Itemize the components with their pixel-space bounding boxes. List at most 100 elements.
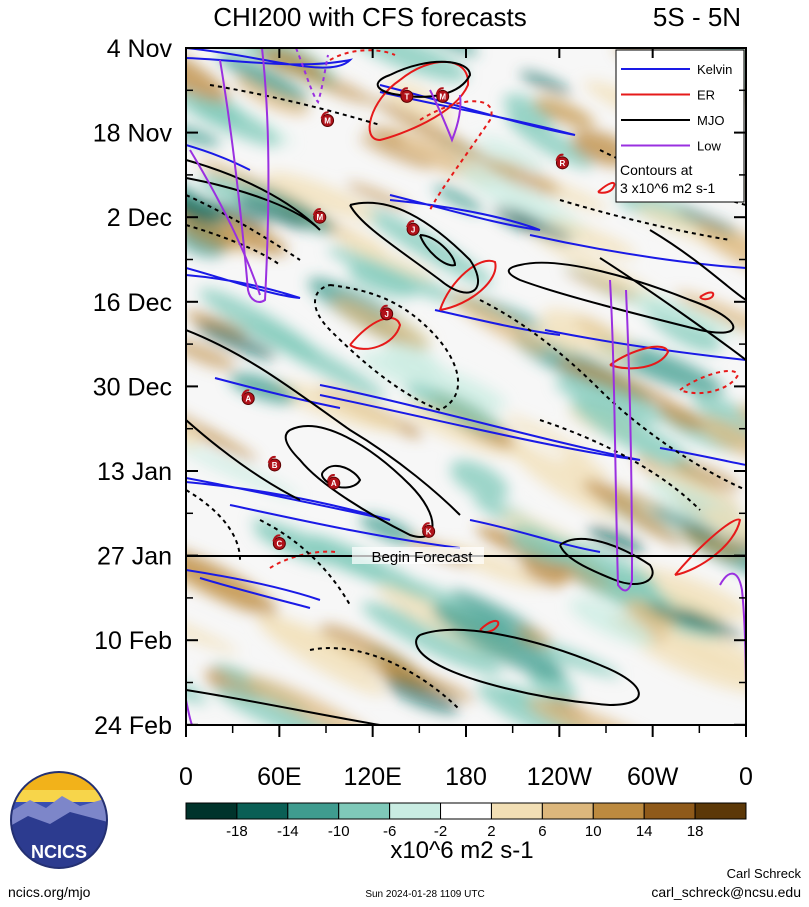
anomaly-blob-strong xyxy=(672,459,740,492)
colorbar-tick-label: -18 xyxy=(226,823,248,840)
colorbar-swatch xyxy=(389,802,442,820)
anomaly-blob xyxy=(569,598,655,646)
contour-path xyxy=(319,384,641,461)
anomaly-blob xyxy=(229,372,297,404)
contour-path xyxy=(559,537,654,585)
y-tick-label: 30 Dec xyxy=(93,373,172,401)
contour-path xyxy=(419,100,493,211)
legend-item: ER xyxy=(621,88,715,103)
legend-item: Low xyxy=(621,139,721,154)
contour-path xyxy=(674,518,742,576)
anomaly-blob-strong xyxy=(384,677,459,714)
y-tick-label: 18 Nov xyxy=(93,120,173,148)
contour-path xyxy=(186,224,281,266)
storm-marker-label: M xyxy=(316,213,323,222)
storm-marker: A xyxy=(241,389,255,405)
anomaly-blob-strong xyxy=(588,479,670,514)
storm-marker-label: B xyxy=(272,461,278,470)
storm-marker: M xyxy=(320,111,335,128)
anomaly-blob xyxy=(332,298,426,352)
colorbar-swatch xyxy=(440,802,492,820)
anomaly-blob xyxy=(213,686,350,725)
x-tick-label: 0 xyxy=(179,763,193,791)
contour-path xyxy=(434,309,561,336)
colorbar-tick-label: 18 xyxy=(687,823,704,840)
ncics-logo: NCICS xyxy=(10,771,108,869)
anomaly-blob xyxy=(541,538,658,593)
contour-path xyxy=(186,267,301,299)
anomaly-blob xyxy=(205,667,267,700)
contour-path xyxy=(544,329,746,361)
contour-path xyxy=(699,291,715,301)
contour-path xyxy=(389,194,541,231)
colorbar-swatch xyxy=(185,802,238,820)
anomaly-blob-strong xyxy=(650,508,720,538)
legend-item: Kelvin xyxy=(621,62,732,77)
contour-path xyxy=(186,48,354,69)
legend-item: MJO xyxy=(621,113,724,128)
anomaly-blob xyxy=(383,342,441,378)
storm-marker-label: A xyxy=(245,394,251,403)
contour-path xyxy=(439,259,497,311)
colorbar-swatch xyxy=(694,802,747,820)
anomaly-blob xyxy=(628,566,746,621)
contour-path xyxy=(599,257,746,361)
y-tick-label: 27 Jan xyxy=(97,543,172,571)
legend-box: Kelvin ER MJO Low Contours at 3 x10^6 m2 s-1 xyxy=(615,49,745,203)
footer-url: ncics.org/mjo xyxy=(8,884,91,900)
contour-path xyxy=(679,370,740,395)
contour-path xyxy=(429,89,462,143)
legend-note-line1: Contours at xyxy=(620,162,692,178)
contour-path xyxy=(295,48,329,104)
logo-text: NCICS xyxy=(31,842,87,862)
anomaly-blob xyxy=(555,377,667,423)
chart-title: CHI200 with CFS forecasts xyxy=(213,2,527,32)
forecast-label: Begin Forecast xyxy=(372,549,474,566)
anomaly-blob xyxy=(479,135,546,171)
contour-path xyxy=(186,489,241,561)
contour-path xyxy=(469,519,601,553)
anomaly-blob-strong xyxy=(533,97,594,129)
anomaly-blob-strong xyxy=(195,322,277,360)
anomaly-blob xyxy=(199,288,320,360)
anomaly-blob xyxy=(625,598,677,630)
contour-path xyxy=(284,425,434,538)
storm-marker-label: R xyxy=(560,159,566,168)
anomaly-blob xyxy=(186,665,208,704)
legend-label: Kelvin xyxy=(697,62,732,77)
footer-email: carl_schreck@ncsu.edu xyxy=(651,884,801,900)
anomaly-blob-strong xyxy=(676,207,738,235)
anomaly-blob xyxy=(544,219,637,258)
footer-timestamp: Sun 2024-01-28 1109 UTC xyxy=(365,889,484,900)
storm-marker-label: M xyxy=(439,92,446,101)
y-tick-label: 16 Dec xyxy=(93,289,172,317)
colorbar-tick-label: 2 xyxy=(487,823,495,840)
x-tick-label: 60E xyxy=(257,763,301,791)
anomaly-blob xyxy=(368,97,494,165)
anomaly-blob-strong xyxy=(186,223,238,251)
storm-marker-label: T xyxy=(404,92,409,101)
colorbar-tick-label: -2 xyxy=(434,823,447,840)
anomaly-blob xyxy=(193,95,245,125)
contour-path xyxy=(219,48,270,303)
anomaly-blob-strong xyxy=(519,71,572,95)
contour-path xyxy=(415,628,640,707)
y-tick-label: 24 Feb xyxy=(94,712,172,740)
x-tick-label: 180 xyxy=(445,763,487,791)
contour-path xyxy=(309,647,461,711)
contour-path xyxy=(314,284,459,412)
storm-marker: K xyxy=(421,522,436,538)
anomaly-blob xyxy=(632,632,746,695)
anomaly-blob xyxy=(349,48,468,82)
anomaly-blob-strong xyxy=(299,71,374,104)
anomaly-blob xyxy=(186,596,239,654)
contour-path xyxy=(349,201,480,294)
anomaly-blob xyxy=(513,446,625,520)
anomaly-blob xyxy=(217,52,309,102)
anomaly-blob xyxy=(186,123,221,147)
anomaly-blob-strong xyxy=(366,125,404,145)
y-tick-label: 10 Feb xyxy=(94,627,172,655)
colorbar-swatch xyxy=(338,802,391,820)
contour-path xyxy=(376,60,472,98)
anomaly-blob xyxy=(186,545,278,617)
